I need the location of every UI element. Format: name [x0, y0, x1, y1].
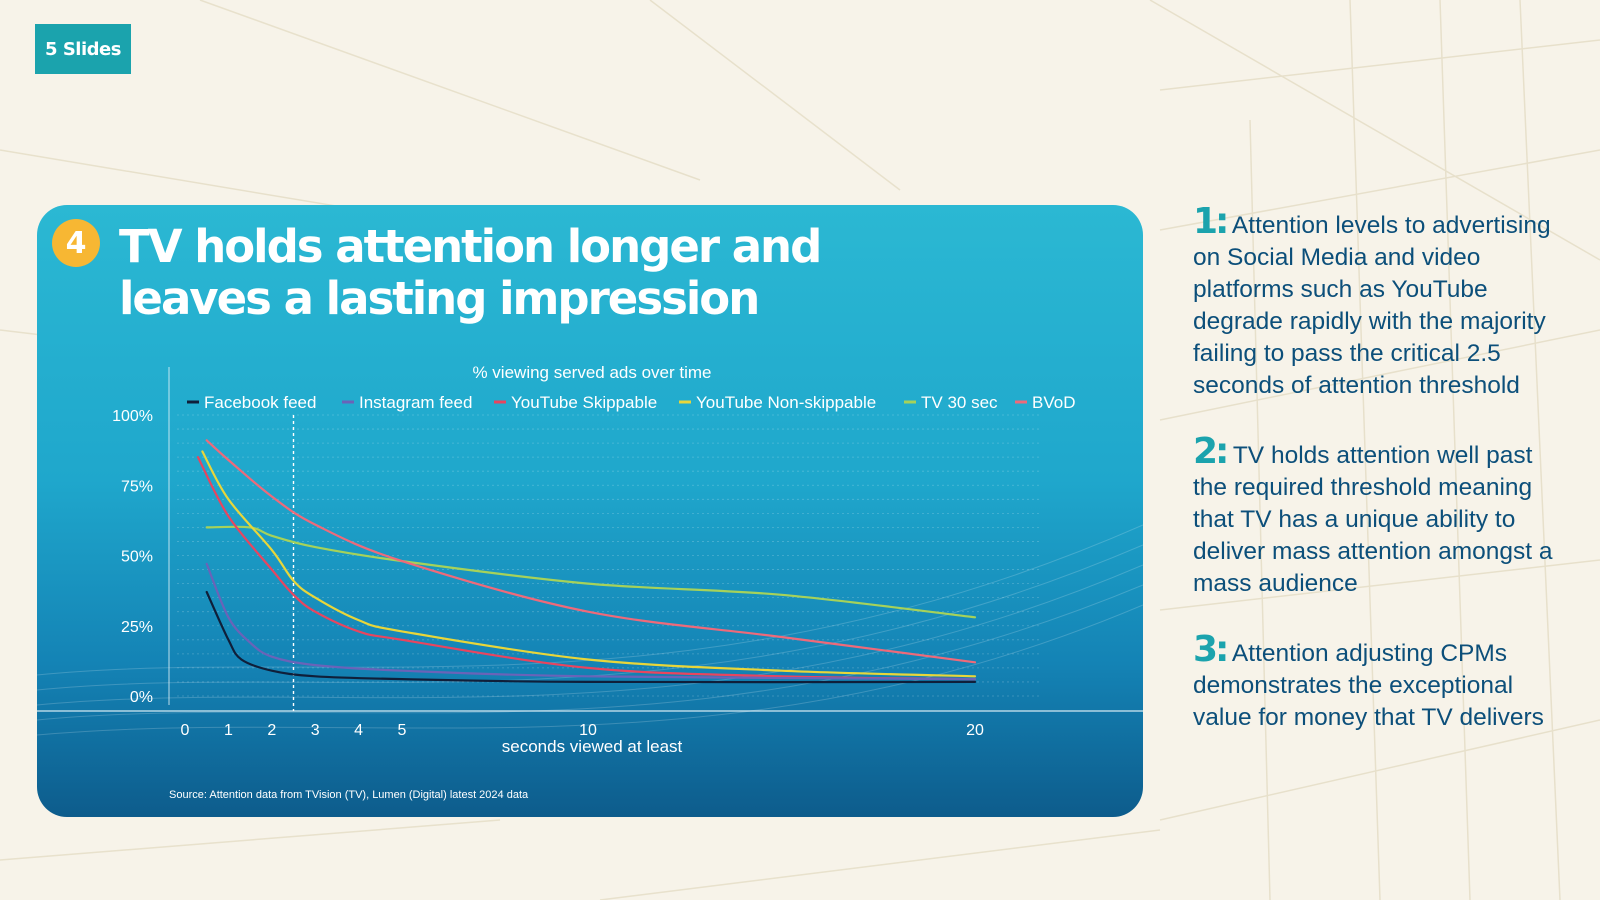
legend-label-tv-30-sec: TV 30 sec: [921, 393, 998, 412]
series-line-instagram-feed: [205, 562, 977, 681]
note-text: Attention adjusting CPMs demonstrates th…: [1193, 640, 1544, 731]
series-line-youtube-non-skippable: [201, 450, 977, 678]
headline-line-2: leaves a lasting impression: [119, 272, 760, 325]
x-tick-label: 3: [311, 722, 320, 739]
x-tick-label: 2: [267, 722, 276, 739]
legend-label-bvod: BVoD: [1032, 393, 1075, 412]
slide-count-tag: 5 Slides: [35, 24, 131, 74]
slide-number-badge: 4: [52, 219, 100, 267]
legend-label-youtube-non-skippable: YouTube Non-skippable: [696, 393, 876, 412]
y-tick-label: 25%: [121, 619, 153, 636]
note-number: 3:: [1193, 629, 1229, 670]
x-tick-label: 4: [354, 722, 363, 739]
notes-panel: 1: Attention levels to advertising on So…: [1193, 204, 1573, 768]
note-text: Attention levels to advertising on Socia…: [1193, 212, 1551, 399]
line-chart: 0% 25% 50% 75% 100% 0 1 2 3 4 5 10 20 Facebook feed…: [37, 363, 1143, 756]
headline: TV holds attention longer and leaves a l…: [119, 221, 879, 325]
chart-title: % viewing served ads over time: [472, 363, 711, 382]
headline-line-1: TV holds attention longer and: [119, 220, 822, 273]
legend-label-instagram-feed: Instagram feed: [359, 393, 472, 412]
x-tick-label: 0: [181, 722, 190, 739]
x-axis-label: seconds viewed at least: [502, 737, 683, 756]
note-number: 2:: [1193, 431, 1229, 472]
x-tick-label: 20: [966, 722, 984, 739]
source-note: Source: Attention data from TVision (TV)…: [169, 789, 529, 801]
y-tick-label: 100%: [112, 408, 153, 425]
y-tick-label: 0%: [130, 689, 153, 706]
x-tick-label: 10: [579, 722, 597, 739]
legend-label-facebook-feed: Facebook feed: [204, 393, 316, 412]
series-line-bvod: [205, 439, 977, 664]
y-tick-label: 50%: [121, 549, 153, 566]
x-tick-label: 1: [224, 722, 233, 739]
y-tick-label: 75%: [121, 478, 153, 495]
x-tick-label: 5: [398, 722, 407, 739]
note-3: 3: Attention adjusting CPMs demonstrates…: [1193, 632, 1573, 734]
series-line-youtube-skippable: [196, 456, 977, 681]
note-text: TV holds attention well past the require…: [1193, 442, 1553, 597]
series-line-facebook-feed: [205, 590, 977, 684]
note-1: 1: Attention levels to advertising on So…: [1193, 204, 1573, 402]
note-2: 2: TV holds attention well past the requ…: [1193, 434, 1573, 600]
note-number: 1:: [1193, 201, 1229, 242]
chart-card: 4 TV holds attention longer and leaves a…: [37, 205, 1143, 817]
series-line-tv-30-sec: [205, 525, 977, 619]
legend-label-youtube-skippable: YouTube Skippable: [511, 393, 657, 412]
